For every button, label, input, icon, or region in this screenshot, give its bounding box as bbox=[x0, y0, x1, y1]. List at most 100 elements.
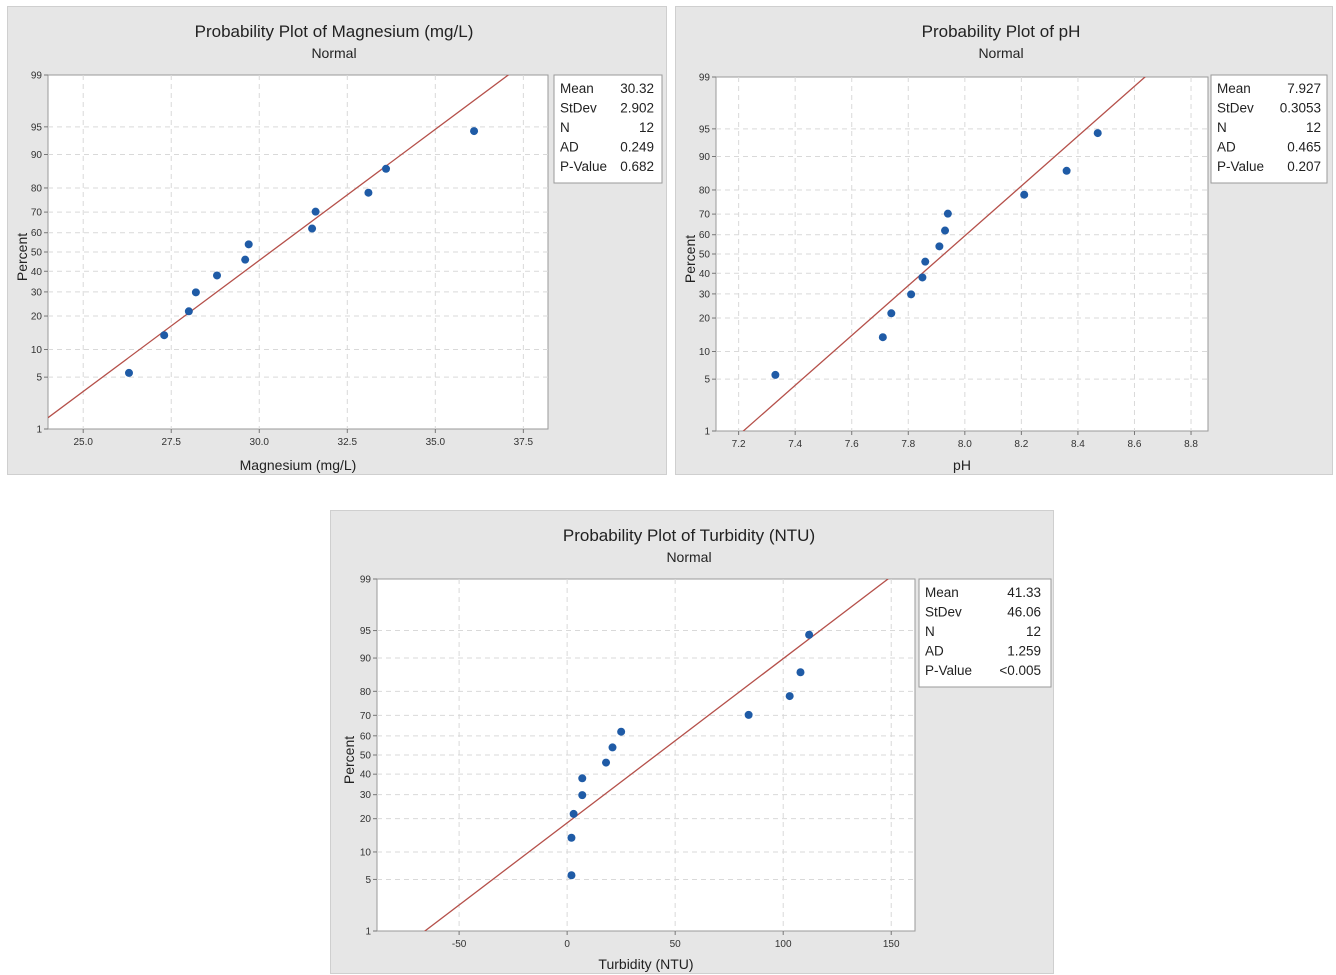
stats-label: N bbox=[560, 120, 570, 135]
y-axis-label: Percent bbox=[14, 233, 30, 281]
y-tick-label: 50 bbox=[699, 250, 711, 261]
data-point bbox=[943, 209, 952, 218]
y-tick-label: 99 bbox=[360, 575, 372, 586]
x-tick-label: 8.0 bbox=[958, 439, 972, 450]
stats-label: AD bbox=[925, 644, 944, 659]
x-tick-label: -50 bbox=[452, 939, 467, 950]
data-point bbox=[617, 727, 626, 736]
y-tick-label: 40 bbox=[360, 770, 372, 781]
data-point bbox=[744, 710, 753, 719]
y-tick-label: 1 bbox=[365, 927, 371, 938]
data-point bbox=[364, 188, 373, 197]
stats-value: 12 bbox=[1306, 120, 1321, 135]
x-tick-label: 27.5 bbox=[162, 437, 182, 448]
stats-label: P-Value bbox=[1217, 159, 1264, 174]
data-point bbox=[578, 774, 587, 783]
y-tick-label: 80 bbox=[360, 687, 372, 698]
y-tick-label: 5 bbox=[36, 373, 42, 384]
y-tick-label: 99 bbox=[31, 71, 43, 82]
stats-value: 0.682 bbox=[620, 159, 654, 174]
x-tick-label: 7.2 bbox=[732, 439, 746, 450]
y-tick-label: 30 bbox=[699, 289, 711, 300]
data-point bbox=[935, 242, 944, 251]
stats-label: StDev bbox=[1217, 101, 1254, 116]
data-point bbox=[805, 630, 814, 639]
y-tick-label: 99 bbox=[699, 73, 711, 84]
x-axis-label: pH bbox=[953, 457, 971, 473]
x-tick-label: 37.5 bbox=[514, 437, 534, 448]
x-tick-label: 25.0 bbox=[73, 437, 93, 448]
x-tick-label: 150 bbox=[883, 939, 900, 950]
data-point bbox=[567, 833, 576, 842]
x-tick-label: 30.0 bbox=[250, 437, 270, 448]
data-point bbox=[796, 668, 805, 677]
y-axis-label: Percent bbox=[341, 736, 357, 784]
y-tick-label: 60 bbox=[360, 731, 372, 742]
stats-box-frame bbox=[553, 74, 663, 184]
stats-value: 7.927 bbox=[1287, 81, 1321, 96]
data-point bbox=[184, 307, 193, 316]
y-tick-label: 95 bbox=[699, 124, 711, 135]
y-tick-label: 80 bbox=[31, 183, 43, 194]
stats-label: Mean bbox=[560, 81, 594, 96]
y-tick-label: 70 bbox=[699, 210, 711, 221]
stats-label: Mean bbox=[1217, 81, 1251, 96]
y-tick-label: 50 bbox=[360, 751, 372, 762]
stats-label: StDev bbox=[925, 605, 962, 620]
x-tick-label: 35.0 bbox=[426, 437, 446, 448]
stats-box-frame bbox=[1210, 74, 1328, 184]
x-axis-label: Turbidity (NTU) bbox=[598, 956, 693, 972]
stats-label: AD bbox=[560, 140, 579, 155]
stats-value: 0.249 bbox=[620, 140, 654, 155]
plot-area bbox=[376, 578, 916, 932]
x-tick-label: 0 bbox=[564, 939, 570, 950]
data-point bbox=[602, 758, 611, 767]
x-tick-label: 8.6 bbox=[1128, 439, 1142, 450]
x-tick-label: 8.2 bbox=[1014, 439, 1028, 450]
gridlines bbox=[48, 75, 548, 429]
stats-value: <0.005 bbox=[999, 663, 1041, 678]
stats-value: 12 bbox=[639, 120, 654, 135]
data-point bbox=[124, 368, 133, 377]
stats-value: 0.207 bbox=[1287, 159, 1321, 174]
chart-svg: Probability Plot of Turbidity (NTU) Norma… bbox=[341, 526, 1052, 972]
data-point bbox=[191, 288, 200, 297]
y-tick-label: 1 bbox=[704, 427, 710, 438]
y-tick-label: 20 bbox=[699, 314, 711, 325]
stats-value: 41.33 bbox=[1007, 585, 1041, 600]
y-tick-label: 70 bbox=[360, 711, 372, 722]
ph-probability-plot: Probability Plot of pH Normal 7.2 7.4 7.6 7.8… bbox=[675, 6, 1333, 475]
stats-label: AD bbox=[1217, 140, 1236, 155]
stats-value: 2.902 bbox=[620, 101, 654, 116]
x-tick-label: 7.8 bbox=[901, 439, 915, 450]
stats-value: 12 bbox=[1026, 624, 1041, 639]
y-tick-label: 20 bbox=[360, 814, 372, 825]
stats-value: 0.465 bbox=[1287, 140, 1321, 155]
stats-value: 1.259 bbox=[1007, 644, 1041, 659]
stats-label: P-Value bbox=[925, 663, 972, 678]
data-point bbox=[308, 224, 317, 233]
data-point bbox=[311, 207, 320, 216]
y-tick-label: 70 bbox=[31, 208, 43, 219]
y-tick-label: 90 bbox=[31, 150, 43, 161]
stats-value: 30.32 bbox=[620, 81, 654, 96]
y-tick-label: 10 bbox=[31, 345, 43, 356]
y-tick-label: 40 bbox=[31, 267, 43, 278]
y-axis-label: Percent bbox=[682, 235, 698, 283]
data-point bbox=[241, 255, 250, 264]
turbidity-probability-plot: Probability Plot of Turbidity (NTU) Norma… bbox=[330, 510, 1054, 974]
stats-label: N bbox=[1217, 120, 1227, 135]
data-point bbox=[608, 743, 617, 752]
data-point bbox=[785, 692, 794, 701]
x-tick-label: 7.6 bbox=[845, 439, 859, 450]
y-tick-label: 30 bbox=[31, 287, 43, 298]
y-tick-label: 20 bbox=[31, 312, 43, 323]
chart-title: Probability Plot of Magnesium (mg/L) bbox=[195, 22, 474, 41]
y-tick-label: 40 bbox=[699, 269, 711, 280]
x-tick-label: 7.4 bbox=[788, 439, 802, 450]
data-point bbox=[1020, 190, 1029, 199]
data-point bbox=[567, 871, 576, 880]
y-tick-label: 80 bbox=[699, 185, 711, 196]
y-tick-label: 60 bbox=[699, 230, 711, 241]
x-tick-label: 32.5 bbox=[338, 437, 358, 448]
